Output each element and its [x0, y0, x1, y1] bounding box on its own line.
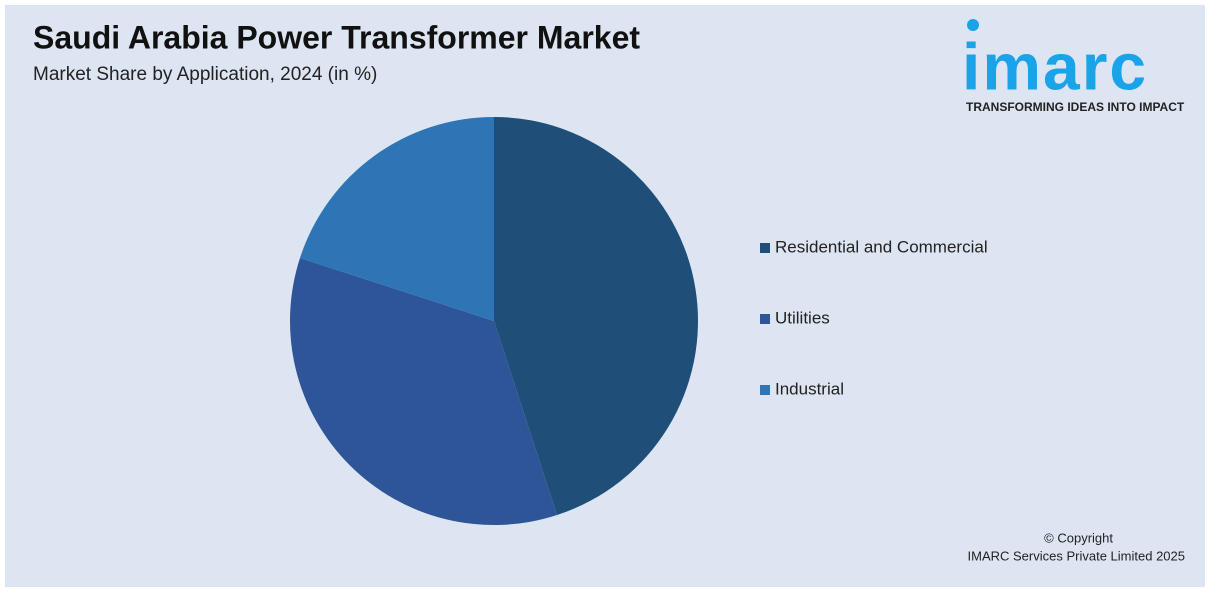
logo-dot [967, 19, 979, 31]
chart-title: Saudi Arabia Power Transformer Market [33, 19, 640, 55]
legend-label: Residential and Commercial [775, 237, 988, 256]
pie-slice [299, 117, 494, 321]
pie-slice [289, 257, 558, 525]
logo: imarc [962, 29, 1148, 103]
chart-subtitle: Market Share by Application, 2024 (in %) [33, 64, 377, 85]
legend-label: Utilities [775, 308, 830, 327]
legend-swatch [760, 243, 770, 253]
legend-swatch [760, 314, 770, 324]
legend-label: Industrial [775, 379, 844, 398]
logo-tagline: TRANSFORMING IDEAS INTO IMPACT [966, 100, 1185, 114]
company: IMARC Services Private Limited 2025 [968, 548, 1185, 563]
copyright: © Copyright [1044, 530, 1113, 545]
legend-swatch [760, 385, 770, 395]
pie-slice [494, 117, 698, 516]
